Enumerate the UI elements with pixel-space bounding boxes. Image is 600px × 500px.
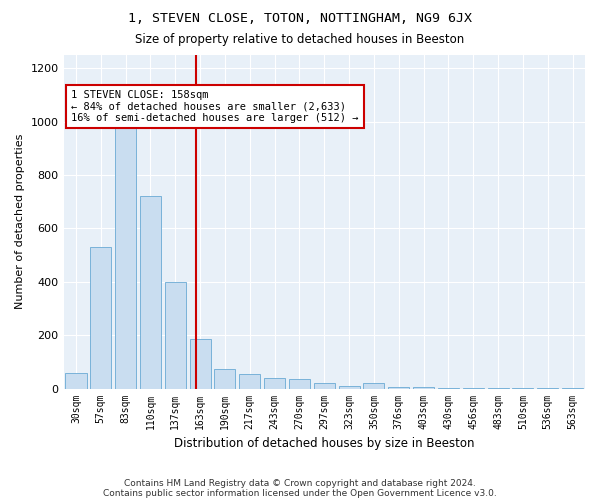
- Bar: [165, 282, 186, 389]
- Text: Contains HM Land Registry data © Crown copyright and database right 2024.: Contains HM Land Registry data © Crown c…: [124, 478, 476, 488]
- Bar: [338, 386, 359, 388]
- Bar: [364, 383, 385, 388]
- Bar: [289, 379, 310, 388]
- Bar: [140, 196, 161, 388]
- Text: 1, STEVEN CLOSE, TOTON, NOTTINGHAM, NG9 6JX: 1, STEVEN CLOSE, TOTON, NOTTINGHAM, NG9 …: [128, 12, 472, 26]
- X-axis label: Distribution of detached houses by size in Beeston: Distribution of detached houses by size …: [174, 437, 475, 450]
- Bar: [190, 339, 211, 388]
- Text: Contains public sector information licensed under the Open Government Licence v3: Contains public sector information licen…: [103, 488, 497, 498]
- Bar: [239, 374, 260, 388]
- Bar: [264, 378, 285, 388]
- Text: 1 STEVEN CLOSE: 158sqm
← 84% of detached houses are smaller (2,633)
16% of semi-: 1 STEVEN CLOSE: 158sqm ← 84% of detached…: [71, 90, 359, 123]
- Bar: [314, 383, 335, 388]
- Bar: [115, 122, 136, 388]
- Y-axis label: Number of detached properties: Number of detached properties: [15, 134, 25, 310]
- Bar: [65, 372, 86, 388]
- Bar: [388, 387, 409, 388]
- Bar: [90, 247, 112, 388]
- Text: Size of property relative to detached houses in Beeston: Size of property relative to detached ho…: [136, 32, 464, 46]
- Bar: [413, 387, 434, 388]
- Bar: [214, 368, 235, 388]
